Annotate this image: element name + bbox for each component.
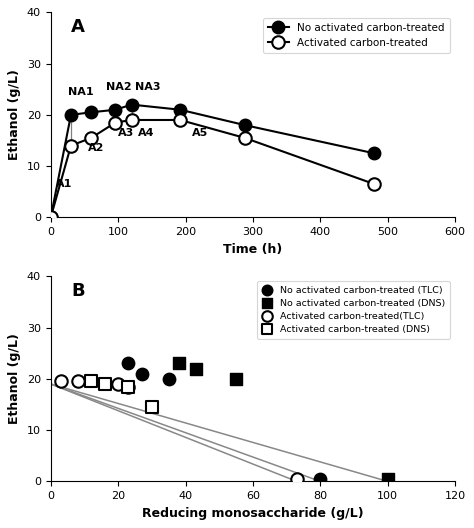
Activated carbon-treated	[372, 181, 377, 187]
Text: A: A	[71, 18, 85, 36]
No activated carbon-treated (TLC)	[317, 475, 324, 483]
Activated carbon-treated (DNS)	[125, 382, 132, 391]
Activated carbon-treated	[177, 117, 183, 123]
Activated carbon-treated(TLC)	[114, 380, 122, 388]
Line: No activated carbon-treated: No activated carbon-treated	[45, 98, 381, 224]
Text: A2: A2	[88, 143, 104, 153]
Text: A3: A3	[118, 128, 135, 138]
Activated carbon-treated	[242, 135, 248, 141]
Activated carbon-treated	[129, 117, 135, 123]
Activated carbon-treated (DNS)	[148, 403, 155, 411]
Text: NA3: NA3	[135, 82, 161, 92]
No activated carbon-treated (DNS)	[175, 359, 182, 367]
Text: NA1: NA1	[68, 87, 93, 97]
No activated carbon-treated (TLC)	[125, 359, 132, 367]
Activated carbon-treated	[48, 214, 54, 221]
Activated carbon-treated(TLC)	[74, 377, 82, 385]
Activated carbon-treated(TLC)	[57, 377, 64, 385]
No activated carbon-treated (DNS)	[232, 375, 240, 383]
Text: A4: A4	[138, 128, 155, 138]
Activated carbon-treated(TLC)	[293, 475, 301, 483]
Legend: No activated carbon-treated (TLC), No activated carbon-treated (DNS), Activated : No activated carbon-treated (TLC), No ac…	[257, 281, 450, 338]
Line: Activated carbon-treated: Activated carbon-treated	[45, 114, 381, 224]
No activated carbon-treated	[68, 112, 74, 118]
No activated carbon-treated (DNS)	[384, 475, 392, 483]
Activated carbon-treated(TLC)	[125, 382, 132, 391]
Text: A5: A5	[192, 128, 209, 138]
Y-axis label: Ethanol (g/L): Ethanol (g/L)	[9, 69, 21, 161]
Text: NA2: NA2	[106, 82, 132, 92]
Activated carbon-treated	[68, 143, 74, 149]
X-axis label: Reducing monosaccharide (g/L): Reducing monosaccharide (g/L)	[142, 507, 364, 520]
Activated carbon-treated	[88, 135, 94, 141]
No activated carbon-treated	[372, 150, 377, 156]
No activated carbon-treated	[177, 107, 183, 113]
Activated carbon-treated	[113, 119, 118, 126]
No activated carbon-treated (DNS)	[192, 364, 200, 373]
No activated carbon-treated (TLC)	[165, 375, 173, 383]
Legend: No activated carbon-treated, Activated carbon-treated: No activated carbon-treated, Activated c…	[263, 17, 450, 53]
Activated carbon-treated (DNS)	[101, 380, 109, 388]
No activated carbon-treated	[129, 101, 135, 108]
X-axis label: Time (h): Time (h)	[223, 243, 283, 256]
Y-axis label: Ethanol (g/L): Ethanol (g/L)	[9, 333, 21, 425]
No activated carbon-treated	[88, 109, 94, 116]
Text: A1: A1	[56, 179, 73, 189]
No activated carbon-treated (TLC)	[138, 370, 146, 378]
No activated carbon-treated	[242, 122, 248, 128]
Text: B: B	[71, 282, 84, 300]
No activated carbon-treated	[48, 214, 54, 221]
No activated carbon-treated	[113, 107, 118, 113]
Activated carbon-treated (DNS)	[87, 377, 95, 385]
